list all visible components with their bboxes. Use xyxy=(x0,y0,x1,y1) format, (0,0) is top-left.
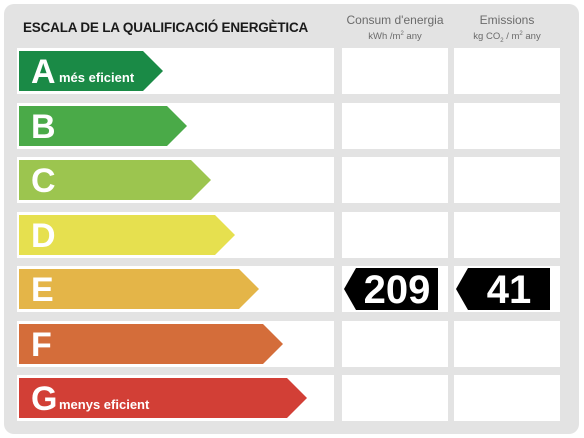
rating-arrow-g xyxy=(19,378,307,418)
consum-value-badge-text: 209 xyxy=(363,268,431,312)
consum-unit: kWh /m2 any xyxy=(368,31,422,43)
emissions-value-badge-text: 41 xyxy=(486,268,532,312)
emissions-cell xyxy=(454,375,560,421)
consum-label: Consum d'energia xyxy=(346,13,444,27)
rating-letter: F xyxy=(31,325,52,364)
emissions-unit: kg CO2 / m2 any xyxy=(473,31,541,45)
rating-letter: G xyxy=(31,380,58,418)
rating-arrow-d xyxy=(19,214,235,255)
emissions-cell xyxy=(454,102,560,149)
consum-cell xyxy=(342,102,448,149)
rating-arrow-e xyxy=(19,269,259,309)
rating-letter: D xyxy=(31,216,56,255)
rating-description: més eficient xyxy=(59,70,135,85)
consum-cell xyxy=(342,211,448,258)
consum-value-badge xyxy=(344,268,438,310)
energy-label-card: ESCALA DE LA QUALIFICACIÓ ENERGÈTICA Con… xyxy=(4,4,579,434)
rating-arrow-a xyxy=(19,51,163,91)
emissions-cell xyxy=(454,320,560,367)
consum-cell xyxy=(342,375,448,421)
label-title: ESCALA DE LA QUALIFICACIÓ ENERGÈTICA xyxy=(23,20,309,35)
emissions-label: Emissions xyxy=(479,13,535,27)
rating-letter: C xyxy=(31,162,56,200)
rating-description: menys eficient xyxy=(59,397,150,412)
consum-header: Consum d'energia kWh /m2 any xyxy=(342,14,448,42)
consum-cell xyxy=(342,157,448,203)
emissions-cell xyxy=(454,157,560,203)
rating-arrow-c xyxy=(19,160,211,200)
consum-cell xyxy=(342,48,448,94)
emissions-value-badge xyxy=(456,268,550,310)
rating-letter: B xyxy=(31,107,56,146)
rating-letter: E xyxy=(31,271,54,309)
emissions-header: Emissions kg CO2 / m2 any xyxy=(454,14,560,44)
consum-cell xyxy=(342,320,448,367)
rating-letter: A xyxy=(31,53,56,91)
emissions-cell xyxy=(454,48,560,94)
emissions-cell xyxy=(454,211,560,258)
rating-arrow-b xyxy=(19,105,187,146)
rating-arrow-f xyxy=(19,323,283,364)
